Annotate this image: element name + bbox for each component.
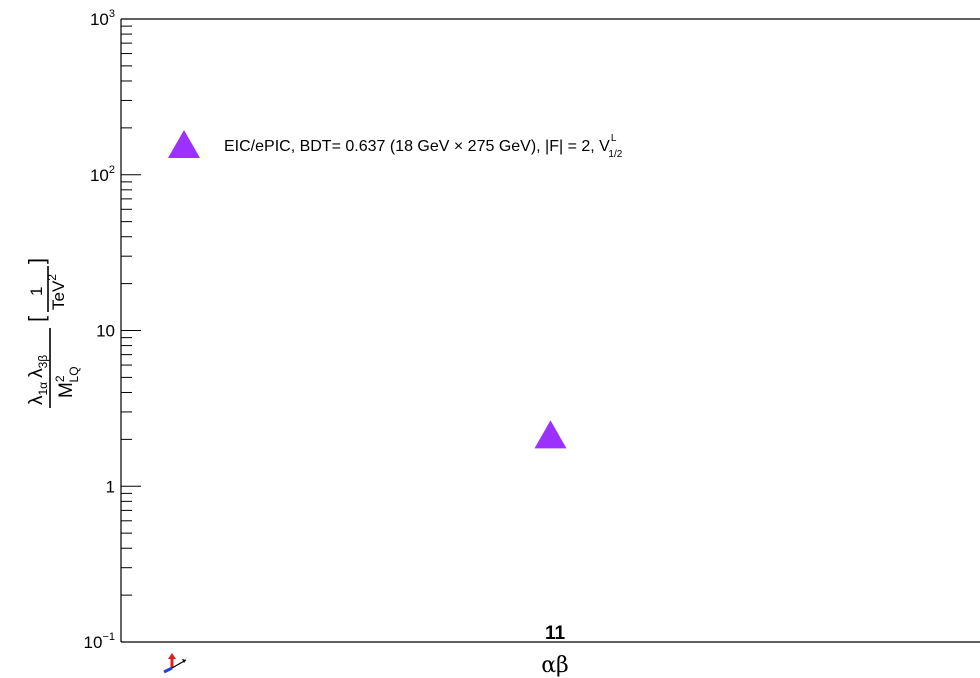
x-category-label: 11 bbox=[545, 623, 566, 644]
y-tick-label: 10 bbox=[96, 322, 115, 341]
root-axes-icon bbox=[163, 653, 187, 674]
y-label-lambda-1-sub: 1α bbox=[36, 382, 50, 396]
y-label-unit-denominator: TeV bbox=[49, 280, 68, 310]
svg-text:EIC/ePIC, BDT= 0.637 (18 GeV: EIC/ePIC, BDT= 0.637 (18 GeV × 275 GeV),… bbox=[224, 133, 623, 160]
y-tick-label: 1 bbox=[106, 477, 115, 496]
y-axis-ticks bbox=[121, 18, 141, 643]
y-label-unit-denominator-sup: 2 bbox=[45, 274, 59, 281]
legend: EIC/ePIC, BDT= 0.637 (18 GeV × 275 GeV),… bbox=[168, 130, 623, 160]
y-label-denominator: M bbox=[56, 382, 77, 398]
legend-entry-sub: 1/2 bbox=[608, 149, 622, 160]
svg-text:M2LQ: M2LQ bbox=[53, 366, 81, 398]
data-point-triangle bbox=[534, 420, 567, 449]
y-label-bracket-close: ] bbox=[24, 258, 49, 264]
svg-text:λ1αλ3β: λ1αλ3β bbox=[26, 355, 50, 405]
y-tick-label: 10−1 bbox=[84, 631, 115, 652]
x-axis-label: αβ bbox=[541, 653, 569, 678]
y-axis-tick-labels: 10−1 1 10 102 103 bbox=[84, 8, 115, 652]
y-label-lambda-2-sub: 3β bbox=[36, 355, 50, 369]
y-label-lambda-2: λ bbox=[26, 368, 47, 378]
legend-marker-triangle bbox=[168, 130, 200, 158]
y-label-denominator-sub: LQ bbox=[67, 366, 81, 382]
y-label-denominator-sup: 2 bbox=[53, 375, 67, 382]
y-tick-label: 103 bbox=[90, 8, 115, 29]
y-label-lambda-1: λ bbox=[26, 395, 47, 405]
y-label-unit-numerator: 1 bbox=[27, 287, 46, 296]
y-label-bracket-open: [ bbox=[24, 316, 49, 322]
y-tick-label: 102 bbox=[90, 164, 115, 185]
legend-entry-text: EIC/ePIC, BDT= 0.637 (18 GeV × 275 GeV),… bbox=[224, 138, 610, 155]
legend-entry-sup: L bbox=[611, 133, 617, 144]
y-axis-label: λ1αλ3β M2LQ [ 1 TeV2 ] bbox=[24, 258, 81, 408]
data-points bbox=[534, 420, 567, 449]
svg-text:TeV2: TeV2 bbox=[45, 274, 68, 310]
